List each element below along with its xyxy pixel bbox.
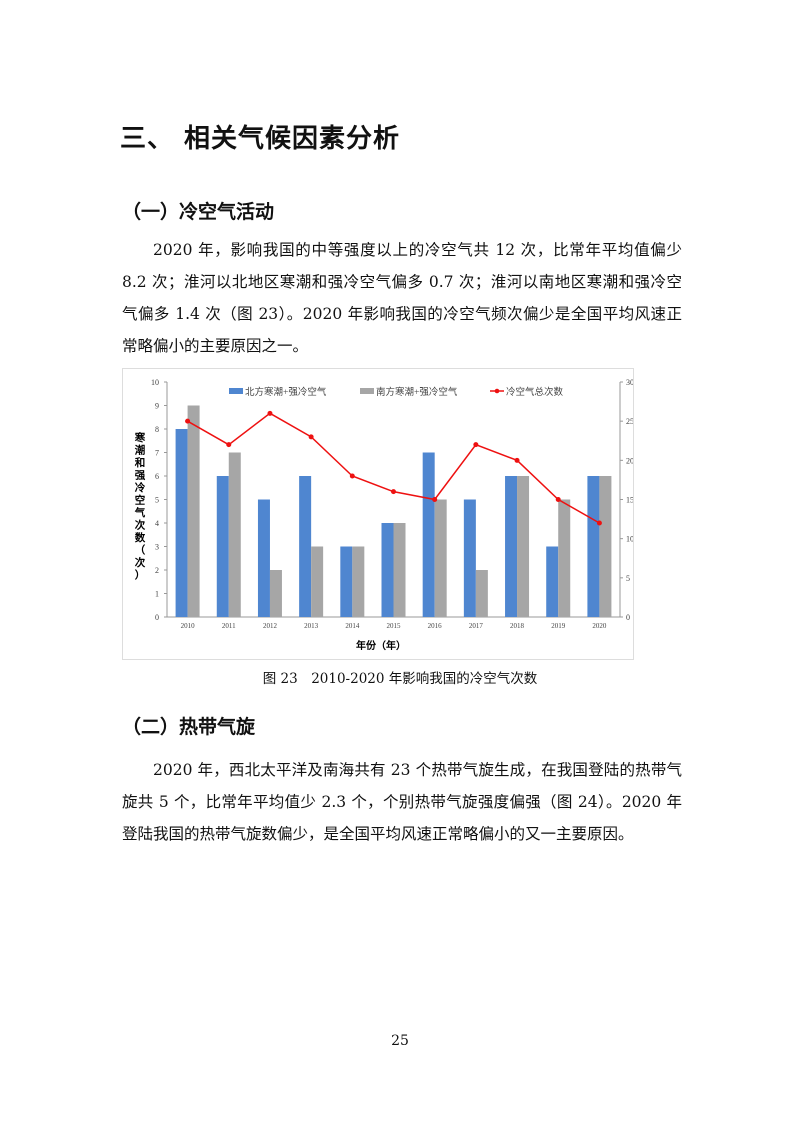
bar-north: [299, 476, 312, 617]
legend-swatch: [229, 388, 243, 394]
y-tick-label: 5: [155, 496, 159, 505]
y-tick-label: 10: [151, 378, 159, 387]
line-point: [308, 434, 314, 440]
bar-north: [587, 476, 600, 617]
bar-north: [257, 499, 270, 617]
y2-tick-label: 15: [626, 496, 633, 505]
bar-south: [311, 546, 324, 617]
y2-tick-label: 5: [626, 574, 630, 583]
figure-caption: 图 23 2010-2020 年影响我国的冷空气次数: [262, 671, 538, 687]
bar-south: [393, 523, 406, 617]
bar-south: [187, 405, 200, 617]
bar-south: [475, 570, 488, 617]
line-point: [185, 418, 191, 424]
y-axis-label-char: 次: [135, 556, 146, 569]
cold-air-chart: 年份（年） 0 1 2 3 4 5 6 7 8 9 10 0 5 10 15 20 25 30 2010 2011 20…: [122, 368, 653, 660]
legend-marker: [494, 388, 500, 394]
y2-tick-label: 25: [626, 417, 633, 426]
line-point: [514, 457, 520, 463]
bar-south: [228, 452, 241, 617]
bar-south: [558, 499, 571, 617]
page-number: 25: [391, 1033, 409, 1049]
bar-north: [463, 499, 476, 617]
bar-south: [599, 476, 612, 617]
x-tick-label: 2011: [222, 622, 236, 630]
subsection-title-cold-air: （一）冷空气活动: [122, 201, 275, 223]
line-point: [432, 497, 438, 502]
y-tick-label: 7: [155, 449, 159, 458]
x-tick-label: 2013: [304, 622, 319, 630]
y-axis-label-char: 潮: [135, 444, 146, 457]
y-axis-label-char: ）: [135, 569, 146, 582]
line-point: [226, 442, 232, 448]
y2-tick-label: 20: [626, 456, 633, 465]
y-axis-label-char: 和: [134, 456, 146, 469]
paragraph-tropical-cyclone: 2020 年，西北太平洋及南海共有 23 个热带气旋生成，在我国登陆的热带气旋共…: [122, 761, 682, 843]
bar-north: [381, 523, 394, 617]
line-point: [555, 497, 561, 502]
x-tick-label: 2018: [510, 622, 524, 630]
bar-south: [269, 570, 282, 617]
y-tick-label: 8: [155, 425, 159, 434]
y2-tick-label: 0: [626, 613, 630, 622]
y-axis-label-char: 气: [134, 506, 146, 519]
legend-swatch: [360, 388, 374, 394]
y2-tick-label: 10: [626, 535, 633, 544]
y2-tick-label: 30: [626, 378, 633, 387]
x-tick-label: 2017: [469, 622, 484, 630]
x-tick-label: 2020: [592, 622, 607, 630]
y-axis-label-char: 空: [135, 494, 146, 507]
x-tick-label: 2019: [551, 622, 566, 630]
x-tick-label: 2015: [387, 622, 402, 630]
section-title: 三、 相关气候因素分析: [120, 124, 401, 154]
bar-south: [352, 546, 365, 617]
y-axis-label-char: 冷: [135, 481, 146, 494]
y-tick-label: 3: [155, 543, 159, 552]
y-axis-label-char: 强: [135, 470, 146, 482]
bar-north: [505, 476, 518, 617]
x-tick-label: 2016: [428, 622, 443, 630]
subsection-title-tropical-cyclone: （二）热带气旋: [122, 716, 256, 738]
line-point: [349, 473, 355, 479]
line-point: [473, 442, 479, 448]
bar-north: [422, 452, 435, 617]
x-tick-label: 2010: [181, 622, 196, 630]
y-tick-label: 0: [155, 613, 159, 622]
bar-north: [546, 546, 559, 617]
chart-svg: 年份（年） 0 1 2 3 4 5 6 7 8 9 10 0 5 10 15 20 25 30 2010 2011 20…: [134, 378, 653, 652]
x-tick-label: 2014: [345, 622, 360, 630]
legend-label: 冷空气总次数: [506, 386, 564, 398]
x-tick-label: 2012: [263, 622, 278, 630]
y-tick-label: 9: [155, 402, 159, 411]
y-tick-label: 4: [155, 519, 159, 528]
line-point: [391, 489, 396, 495]
y-tick-label: 2: [155, 566, 159, 575]
y-axis-label-char: 寒: [134, 431, 146, 444]
y-tick-label: 1: [155, 590, 159, 599]
legend-label: 南方寒潮+强冷空气: [376, 386, 458, 398]
bar-north: [175, 429, 188, 617]
bar-north: [340, 546, 353, 617]
line-total: [187, 412, 600, 524]
legend-label: 北方寒潮+强冷空气: [245, 386, 327, 398]
y-axis-label-char: （: [135, 544, 146, 557]
line-point: [596, 520, 602, 526]
paragraph-cold-air: 2020 年，影响我国的中等强度以上的冷空气共 12 次，比常年平均值偏少 8.…: [122, 241, 682, 355]
x-axis-label: 年份（年）: [356, 639, 406, 652]
y-tick-label: 6: [155, 472, 159, 481]
y-axis-label-char: 数: [134, 531, 146, 544]
y-axis-label-char: 次: [135, 519, 146, 532]
bar-south: [517, 476, 530, 617]
bar-south: [434, 499, 447, 617]
line-point: [267, 410, 273, 416]
bar-north: [216, 476, 229, 617]
